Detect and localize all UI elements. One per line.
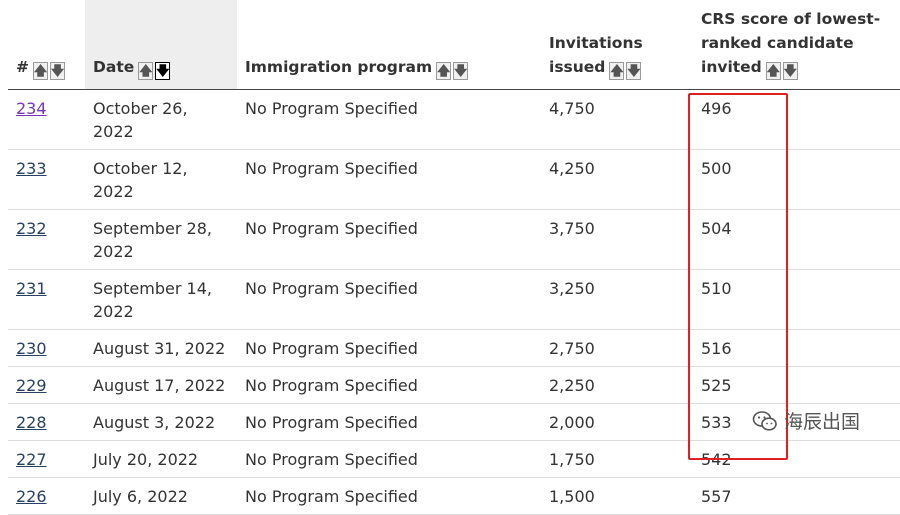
draw-link[interactable]: 233 [16,159,47,178]
arrow-down-icon[interactable]: 🡇 [453,62,469,80]
cell-number[interactable]: 232 [8,209,85,270]
arrow-up-icon[interactable]: 🡅 [33,62,48,80]
header-number-label: # [16,57,29,76]
header-number[interactable]: # 🡅 🡇 [8,0,85,90]
cell-program: No Program Specified [237,329,541,367]
draw-link[interactable]: 231 [16,279,47,298]
cell-program: No Program Specified [237,366,541,404]
cell-crs: 516 [693,329,900,367]
cell-date: October 26, 2022 [85,89,237,150]
sort-controls-number[interactable]: 🡅 🡇 [33,62,65,80]
cell-crs: 542 [693,440,900,478]
cell-number[interactable]: 233 [8,149,85,210]
watermark: 海辰出国 [752,407,860,434]
header-date-label: Date [93,57,135,76]
cell-crs: 504 [693,209,900,270]
arrow-up-icon[interactable]: 🡅 [765,62,781,80]
cell-program: No Program Specified [237,403,541,441]
cell-number[interactable]: 228 [8,403,85,441]
arrow-up-icon[interactable]: 🡅 [436,62,452,80]
cell-date: August 17, 2022 [85,366,237,404]
cell-invitations: 3,250 [541,269,693,330]
draw-link[interactable]: 232 [16,219,47,238]
arrow-down-icon[interactable]: 🡇 [50,62,65,80]
watermark-text: 海辰出国 [784,411,861,433]
cell-number[interactable]: 229 [8,366,85,404]
draw-link[interactable]: 226 [16,487,47,506]
cell-program: No Program Specified [237,89,541,150]
sort-controls-program[interactable]: 🡅 🡇 [436,62,469,80]
sort-controls-invitations[interactable]: 🡅 🡇 [609,62,642,80]
table-row: 234 October 26, 2022 No Program Specifie… [8,89,900,150]
table-row: 227 July 20, 2022 No Program Specified 1… [8,440,900,478]
cell-date: July 20, 2022 [85,440,237,478]
cell-date: September 14, 2022 [85,269,237,330]
cell-date: September 28, 2022 [85,209,237,270]
cell-number[interactable]: 234 [8,89,85,150]
cell-number[interactable]: 230 [8,329,85,367]
cell-program: No Program Specified [237,269,541,330]
sort-controls-crs[interactable]: 🡅 🡇 [765,62,798,80]
cell-date: August 3, 2022 [85,403,237,441]
table-row: 232 September 28, 2022 No Program Specif… [8,209,900,270]
draw-link[interactable]: 227 [16,450,47,469]
cell-program: No Program Specified [237,209,541,270]
table-row: 228 August 3, 2022 No Program Specified … [8,403,900,441]
cell-crs: 510 [693,269,900,330]
arrow-down-icon[interactable]: 🡇 [626,62,642,80]
cell-crs: 557 [693,477,900,515]
cell-crs: 533 [693,403,900,441]
cell-invitations: 4,250 [541,149,693,210]
cell-program: No Program Specified [237,440,541,478]
draw-link[interactable]: 228 [16,413,47,432]
cell-invitations: 2,750 [541,329,693,367]
table-row: 226 July 6, 2022 No Program Specified 1,… [8,477,900,515]
header-crs-label: CRS score of lowest-ranked candidate inv… [701,9,881,76]
cell-invitations: 1,750 [541,440,693,478]
cell-invitations: 2,000 [541,403,693,441]
header-invitations-label: Invitations issued [549,33,643,76]
arrow-up-icon[interactable]: 🡅 [138,62,154,80]
cell-invitations: 3,750 [541,209,693,270]
draws-table: # 🡅 🡇 Date 🡅 🡇 Immigration program 🡅 🡇 Invitat… [8,0,900,515]
cell-date: October 12, 2022 [85,149,237,210]
header-row: # 🡅 🡇 Date 🡅 🡇 Immigration program 🡅 🡇 Invitat… [8,0,900,90]
table-row: 231 September 14, 2022 No Program Specif… [8,269,900,330]
arrow-down-icon[interactable]: 🡇 [782,62,798,80]
sort-controls-date[interactable]: 🡅 🡇 [138,62,171,80]
cell-date: July 6, 2022 [85,477,237,515]
table-row: 229 August 17, 2022 No Program Specified… [8,366,900,404]
header-crs[interactable]: CRS score of lowest-ranked candidate inv… [693,0,900,90]
draw-link[interactable]: 230 [16,339,47,358]
header-invitations[interactable]: Invitations issued 🡅 🡇 [541,0,693,90]
cell-crs: 500 [693,149,900,210]
arrow-down-icon[interactable]: 🡇 [155,62,171,80]
cell-program: No Program Specified [237,149,541,210]
table-row: 233 October 12, 2022 No Program Specifie… [8,149,900,210]
table-row: 230 August 31, 2022 No Program Specified… [8,329,900,367]
cell-number[interactable]: 226 [8,477,85,515]
header-program[interactable]: Immigration program 🡅 🡇 [237,0,541,90]
draw-link[interactable]: 229 [16,376,47,395]
cell-crs: 525 [693,366,900,404]
cell-number[interactable]: 231 [8,269,85,330]
cell-program: No Program Specified [237,477,541,515]
cell-date: August 31, 2022 [85,329,237,367]
draw-link[interactable]: 234 [16,99,47,118]
cell-crs: 496 [693,89,900,150]
cell-number[interactable]: 227 [8,440,85,478]
header-date[interactable]: Date 🡅 🡇 [85,0,237,90]
header-program-label: Immigration program [245,57,433,76]
wechat-icon [752,410,777,431]
cell-invitations: 4,750 [541,89,693,150]
cell-invitations: 2,250 [541,366,693,404]
arrow-up-icon[interactable]: 🡅 [609,62,625,80]
cell-invitations: 1,500 [541,477,693,515]
